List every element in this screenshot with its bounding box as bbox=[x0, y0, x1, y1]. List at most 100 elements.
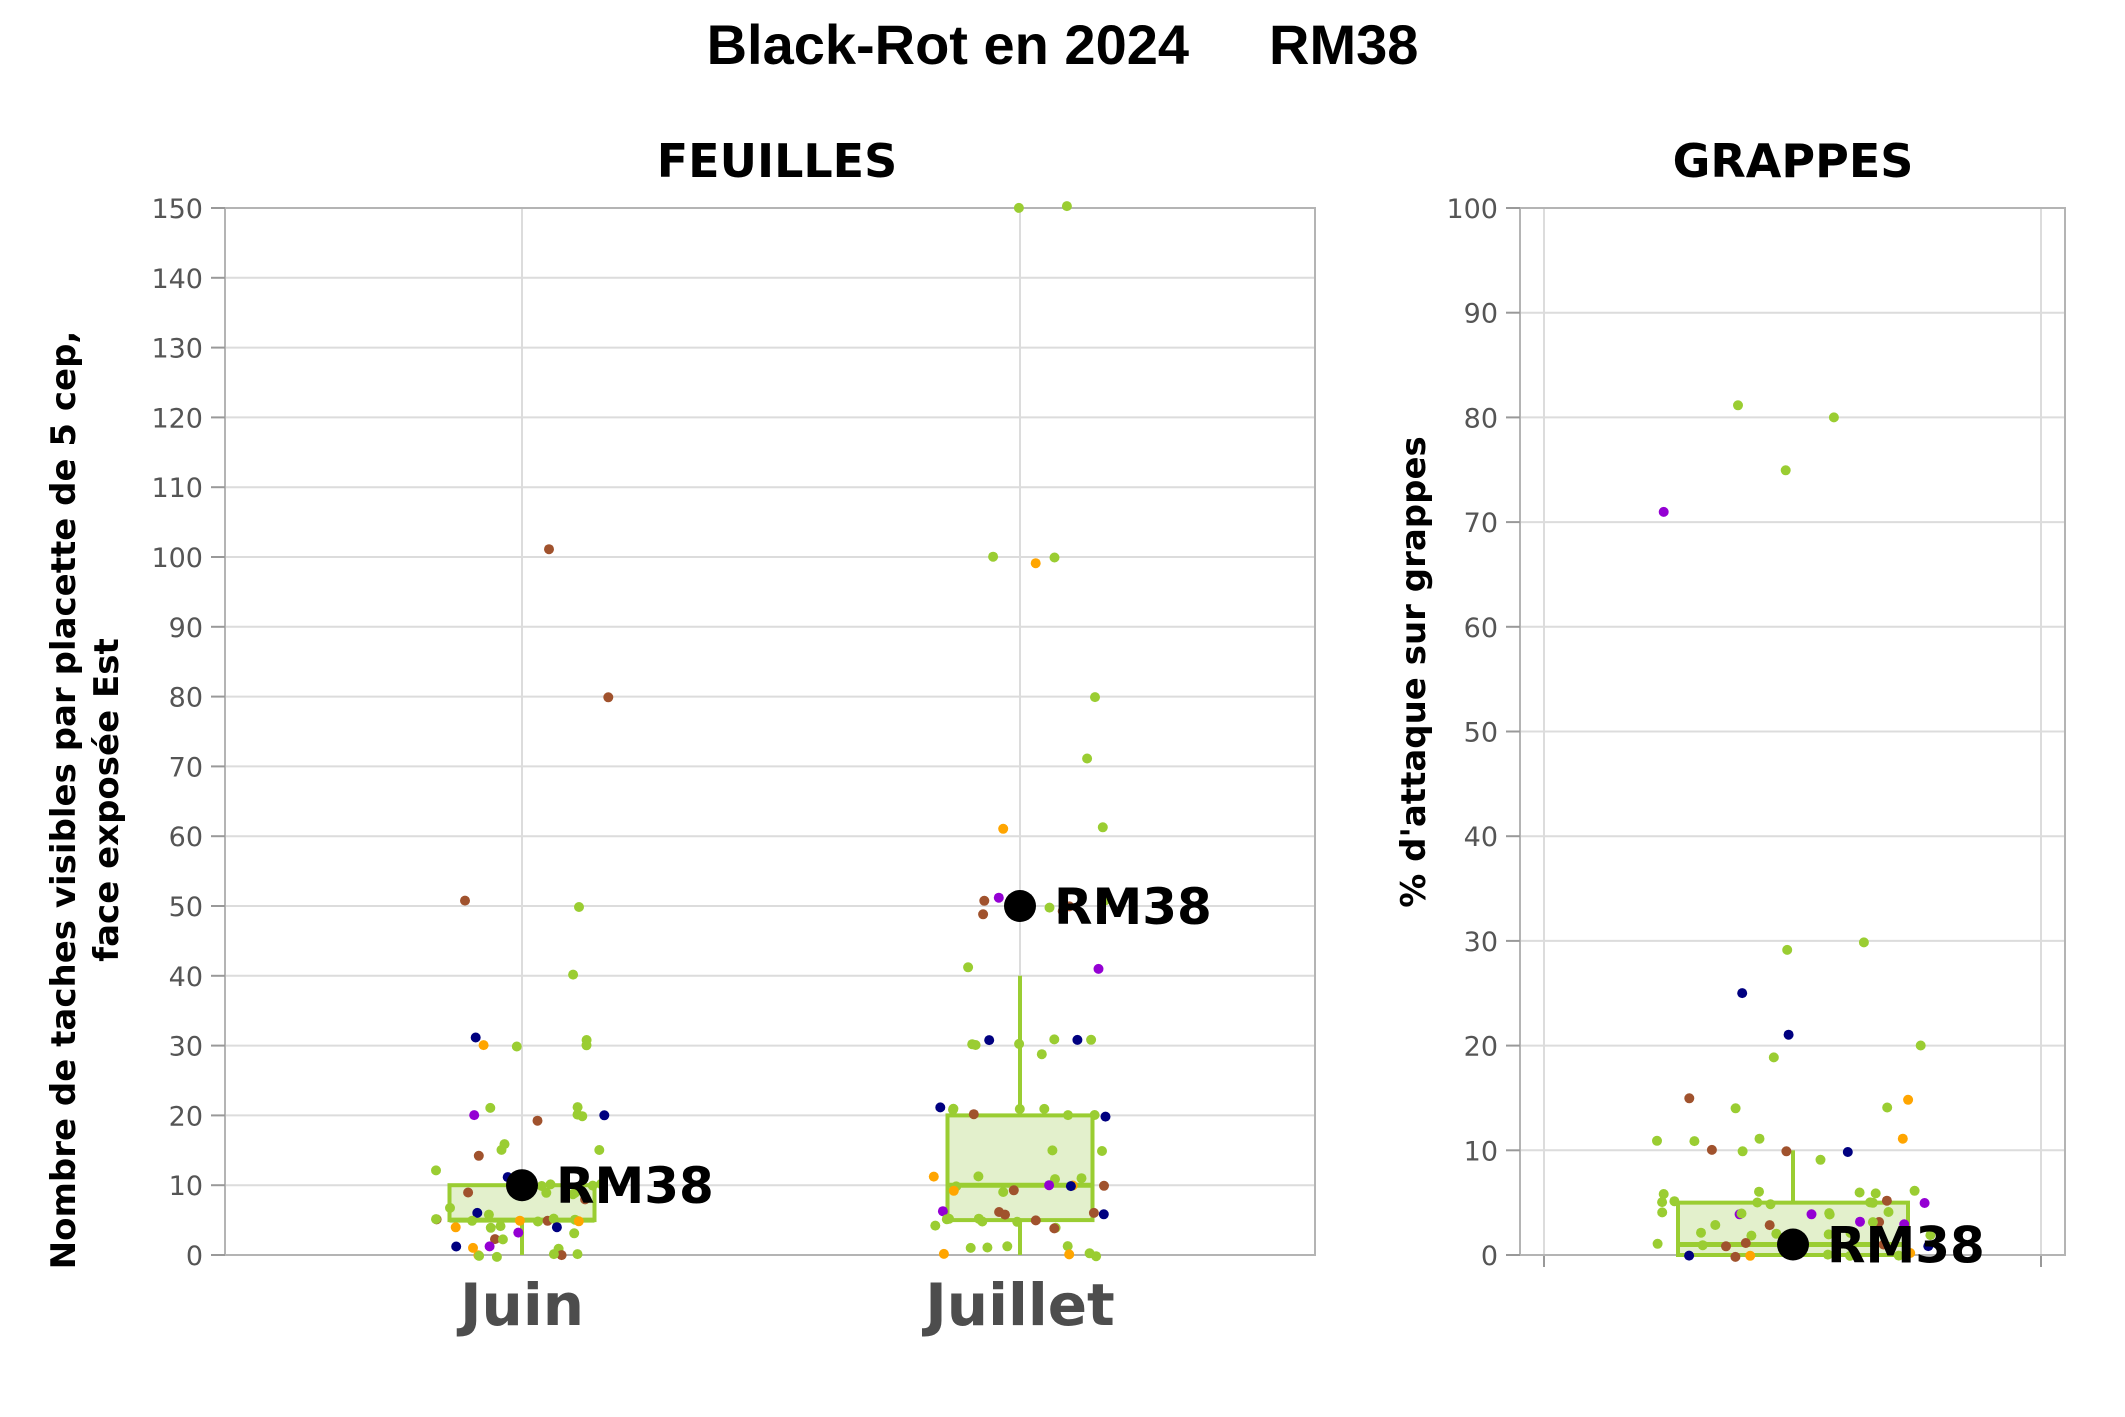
feuilles-data-point bbox=[485, 1102, 496, 1113]
feuilles-data-point bbox=[1099, 1180, 1109, 1191]
grappes-data-point bbox=[1768, 1052, 1779, 1063]
feuilles-data-point bbox=[988, 551, 999, 562]
feuilles-data-point bbox=[491, 1251, 502, 1262]
feuilles-data-point bbox=[472, 1207, 483, 1218]
feuilles-y-axis-label-line2: face exposée Est bbox=[87, 638, 127, 961]
feuilles-y-tick-label: 110 bbox=[151, 473, 203, 504]
grappes-data-point bbox=[1754, 1133, 1765, 1144]
grappes-highlight-point bbox=[1777, 1228, 1809, 1261]
feuilles-data-point bbox=[1014, 1038, 1025, 1049]
grappes-data-point bbox=[1764, 1220, 1775, 1231]
grappes-highlight-label: RM38 bbox=[1827, 1217, 1985, 1275]
feuilles-data-point bbox=[572, 1102, 583, 1113]
grappes-data-point bbox=[1684, 1250, 1695, 1261]
feuilles-data-point bbox=[993, 892, 1004, 903]
feuilles-data-point bbox=[478, 1040, 489, 1051]
feuilles-data-point bbox=[581, 1040, 592, 1051]
grappes-y-tick-label: 80 bbox=[1464, 403, 1498, 434]
feuilles-data-point bbox=[532, 1115, 543, 1126]
feuilles-data-point bbox=[1044, 902, 1055, 913]
feuilles-data-point bbox=[568, 969, 579, 980]
grappes-data-point bbox=[1870, 1188, 1881, 1199]
main-title: Black-Rot en 2024 RM38 bbox=[0, 12, 2125, 77]
feuilles-data-point bbox=[513, 1227, 524, 1238]
feuilles-data-point bbox=[968, 1109, 979, 1120]
feuilles-y-tick-label: 100 bbox=[151, 543, 203, 574]
feuilles-data-point bbox=[977, 1216, 988, 1227]
grappes-data-point bbox=[1905, 1248, 1916, 1258]
grappes-y-tick-label: 100 bbox=[1446, 194, 1498, 225]
feuilles-data-point bbox=[532, 1216, 543, 1227]
feuilles-y-tick-label: 50 bbox=[169, 892, 203, 923]
feuilles-data-point bbox=[551, 1222, 562, 1233]
grappes-data-point bbox=[1903, 1094, 1914, 1105]
feuilles-data-point bbox=[484, 1241, 495, 1252]
feuilles-highlight-label: RM38 bbox=[1054, 878, 1212, 936]
grappes-data-point bbox=[1781, 1146, 1792, 1157]
grappes-data-point bbox=[1883, 1207, 1894, 1217]
grappes-y-tick-label: 30 bbox=[1464, 927, 1498, 958]
feuilles-data-point bbox=[599, 1110, 610, 1121]
feuilles-data-point bbox=[548, 1213, 559, 1224]
feuilles-data-point bbox=[1014, 1104, 1025, 1114]
feuilles-highlight-point bbox=[506, 1169, 538, 1202]
feuilles-data-point bbox=[1044, 1180, 1055, 1191]
grappes-data-point bbox=[1815, 1154, 1826, 1165]
feuilles-data-point bbox=[1082, 753, 1093, 764]
grappes-data-point bbox=[1752, 1197, 1763, 1208]
grappes-data-point bbox=[1845, 1228, 1856, 1238]
grappes-data-point bbox=[1899, 1219, 1910, 1230]
grappes-data-point bbox=[1689, 1136, 1700, 1147]
feuilles-data-point bbox=[963, 962, 974, 973]
feuilles-data-point bbox=[473, 1150, 484, 1161]
grappes-data-point bbox=[1730, 1251, 1741, 1262]
grappes-data-point bbox=[1710, 1220, 1721, 1230]
feuilles-data-point bbox=[596, 1179, 606, 1189]
grappes-y-tick-label: 90 bbox=[1464, 299, 1498, 330]
feuilles-data-point bbox=[1089, 1110, 1100, 1120]
feuilles-data-point bbox=[998, 823, 1009, 834]
feuilles-data-point bbox=[467, 1215, 478, 1226]
grappes-data-point bbox=[1669, 1196, 1680, 1207]
grappes-data-point bbox=[1806, 1209, 1817, 1220]
feuilles-data-point bbox=[451, 1241, 462, 1252]
feuilles-data-point bbox=[965, 1242, 976, 1253]
grappes-data-point bbox=[1915, 1040, 1926, 1051]
grappes-data-point bbox=[1746, 1230, 1757, 1241]
feuilles-y-tick-label: 40 bbox=[169, 962, 203, 993]
feuilles-data-point bbox=[469, 1110, 480, 1121]
feuilles-data-point bbox=[938, 1248, 949, 1259]
feuilles-x-category-label: Juillet bbox=[921, 1271, 1115, 1339]
grappes-data-point bbox=[1824, 1209, 1835, 1220]
feuilles-y-tick-label: 130 bbox=[151, 334, 203, 365]
feuilles-highlight-label: RM38 bbox=[556, 1157, 714, 1215]
feuilles-data-point bbox=[1065, 1181, 1076, 1192]
feuilles-data-point bbox=[1036, 1049, 1047, 1060]
feuilles-data-point bbox=[979, 895, 990, 906]
grappes-y-axis-label: % d'attaque sur grappes bbox=[1394, 436, 1434, 908]
feuilles-data-point bbox=[577, 1111, 588, 1122]
grappes-data-point bbox=[1657, 1207, 1668, 1218]
feuilles-data-point bbox=[514, 1215, 525, 1226]
feuilles-data-point bbox=[572, 1249, 583, 1260]
feuilles-data-point bbox=[567, 1189, 578, 1200]
feuilles-data-point bbox=[1061, 201, 1072, 212]
feuilles-data-point bbox=[1100, 1111, 1111, 1122]
grappes-data-point bbox=[1737, 988, 1748, 999]
grappes-data-point bbox=[1658, 1189, 1669, 1199]
grappes-data-point bbox=[1893, 1250, 1904, 1261]
feuilles-data-point bbox=[569, 1228, 580, 1239]
grappes-data-point bbox=[1855, 1216, 1865, 1227]
feuilles-box bbox=[945, 1113, 1095, 1223]
grappes-data-point bbox=[1845, 1250, 1856, 1261]
feuilles-y-tick-label: 10 bbox=[169, 1171, 203, 1202]
grappes-data-point bbox=[1697, 1240, 1708, 1251]
feuilles-data-point bbox=[1057, 906, 1068, 917]
grappes-data-point bbox=[1854, 1187, 1865, 1198]
feuilles-data-point bbox=[445, 1202, 455, 1213]
feuilles-data-point bbox=[1047, 1145, 1058, 1156]
grappes-data-point bbox=[1733, 400, 1743, 411]
feuilles-data-point bbox=[984, 1035, 995, 1046]
grappes-data-point bbox=[1783, 1029, 1794, 1040]
